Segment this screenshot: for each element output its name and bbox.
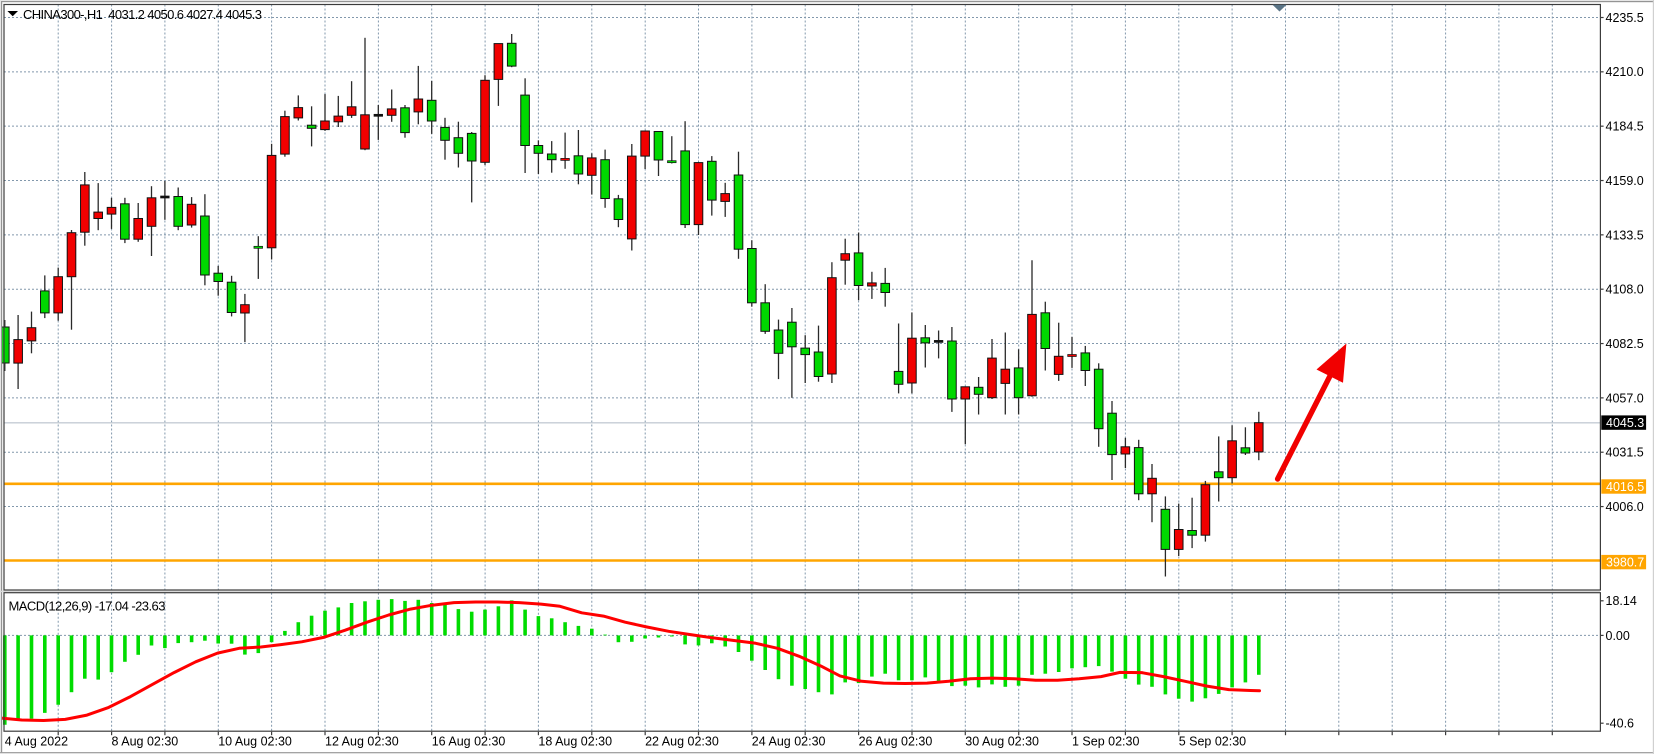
svg-text:5 Sep 02:30: 5 Sep 02:30 [1179,735,1246,749]
svg-text:22 Aug 02:30: 22 Aug 02:30 [645,735,719,749]
svg-text:4210.0: 4210.0 [1606,65,1644,79]
svg-text:4133.5: 4133.5 [1606,228,1644,242]
svg-text:4031.5: 4031.5 [1606,446,1644,460]
svg-text:30 Aug 02:30: 30 Aug 02:30 [965,735,1039,749]
svg-text:18.14: 18.14 [1606,594,1637,608]
svg-text:18 Aug 02:30: 18 Aug 02:30 [538,735,612,749]
svg-text:4235.5: 4235.5 [1606,11,1644,25]
svg-text:12 Aug 02:30: 12 Aug 02:30 [325,735,399,749]
svg-text:4159.0: 4159.0 [1606,174,1644,188]
svg-text:26 Aug 02:30: 26 Aug 02:30 [859,735,933,749]
svg-text:4082.5: 4082.5 [1606,337,1644,351]
svg-text:4108.0: 4108.0 [1606,283,1644,297]
svg-text:CHINA300-,H1 4031.2 4050.6 40: CHINA300-,H1 4031.2 4050.6 4027.4 4045.3 [23,7,262,22]
svg-text:1 Sep 02:30: 1 Sep 02:30 [1072,735,1139,749]
svg-text:4006.0: 4006.0 [1606,500,1644,514]
svg-text:16 Aug 02:30: 16 Aug 02:30 [432,735,506,749]
svg-text:4 Aug 2022: 4 Aug 2022 [5,735,68,749]
svg-text:3980.7: 3980.7 [1606,556,1644,570]
svg-text:-40.6: -40.6 [1606,717,1635,731]
svg-text:MACD(12,26,9) -17.04 -23.63: MACD(12,26,9) -17.04 -23.63 [9,599,166,614]
svg-text:10 Aug 02:30: 10 Aug 02:30 [218,735,292,749]
svg-text:4045.3: 4045.3 [1606,416,1644,430]
svg-text:24 Aug 02:30: 24 Aug 02:30 [752,735,826,749]
svg-text:8 Aug 02:30: 8 Aug 02:30 [112,735,179,749]
svg-text:4016.5: 4016.5 [1606,480,1644,494]
svg-text:0.00: 0.00 [1606,629,1630,643]
svg-text:4057.0: 4057.0 [1606,391,1644,405]
svg-text:4184.5: 4184.5 [1606,120,1644,134]
